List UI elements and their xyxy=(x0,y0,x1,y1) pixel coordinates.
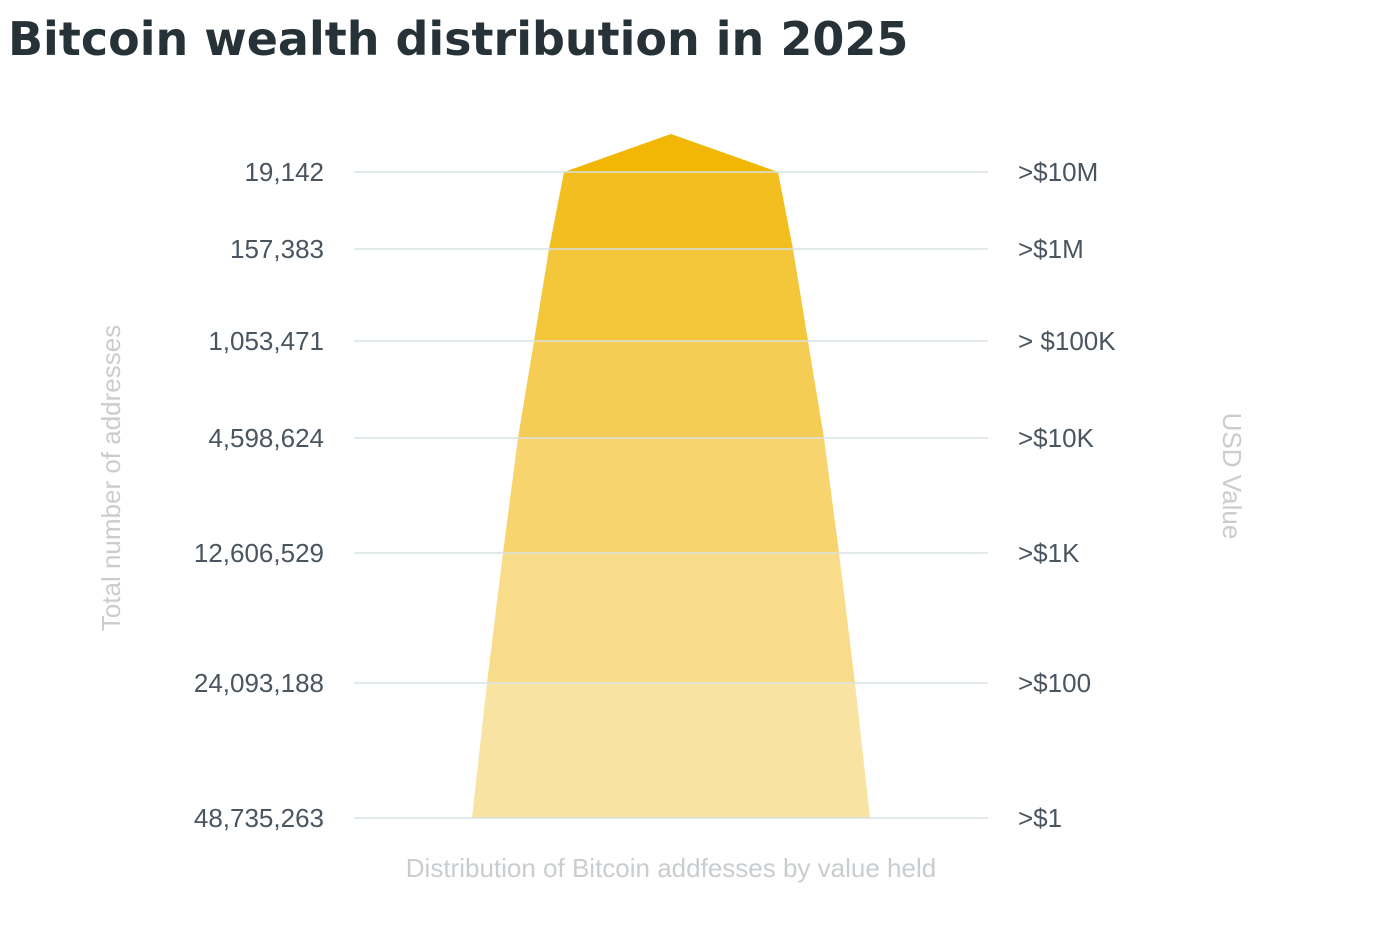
pyramid-band xyxy=(487,553,855,683)
pyramid-band xyxy=(472,683,870,818)
pyramid-band xyxy=(564,134,778,172)
address-count-label: 48,735,263 xyxy=(194,803,324,833)
usd-value-label: >$1 xyxy=(1018,803,1062,833)
pyramid-band xyxy=(549,172,793,249)
usd-value-label: >$10K xyxy=(1018,423,1095,453)
usd-value-label: >$1K xyxy=(1018,538,1080,568)
pyramid-band xyxy=(534,249,808,341)
address-count-label: 19,142 xyxy=(244,157,324,187)
pyramid-band xyxy=(503,438,839,553)
chart-title: Bitcoin wealth distribution in 2025 xyxy=(8,12,909,66)
x-axis-title: Distribution of Bitcoin addfesses by val… xyxy=(406,853,936,883)
address-count-label: 12,606,529 xyxy=(194,538,324,568)
usd-value-label: > $100K xyxy=(1018,326,1116,356)
address-count-label: 4,598,624 xyxy=(208,423,324,453)
usd-value-label: >$1M xyxy=(1018,234,1084,264)
pyramid-band xyxy=(518,341,824,438)
right-axis-title: USD Value xyxy=(1217,413,1247,540)
usd-value-label: >$10M xyxy=(1018,157,1098,187)
address-count-label: 24,093,188 xyxy=(194,668,324,698)
address-count-label: 1,053,471 xyxy=(208,326,324,356)
address-count-label: 157,383 xyxy=(230,234,324,264)
usd-value-label: >$100 xyxy=(1018,668,1091,698)
left-axis-title: Total number of addresses xyxy=(96,325,126,631)
